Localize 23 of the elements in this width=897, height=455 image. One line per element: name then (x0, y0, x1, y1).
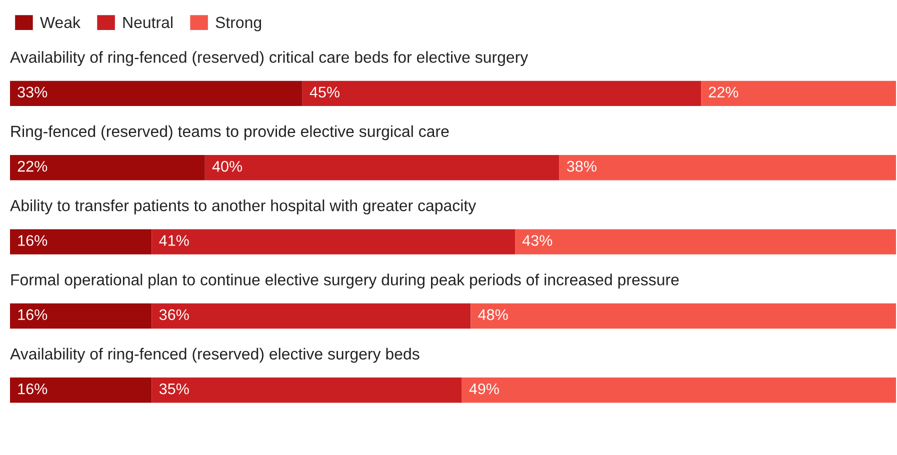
data-label: 36% (159, 309, 189, 320)
data-label: 49% (469, 383, 499, 394)
data-label: 43% (522, 235, 552, 246)
data-label: 41% (159, 235, 189, 246)
data-label: 35% (159, 383, 189, 394)
data-label: 38% (566, 160, 596, 172)
legend-label: Weak (40, 16, 80, 28)
legend-label: Neutral (123, 16, 172, 28)
y-tick-label: Availability of ring-fenced (reserved) elective surgery beds (10, 348, 420, 363)
data-label: 22% (18, 160, 48, 172)
data-label: 16% (18, 309, 48, 320)
legend-label: Strong (216, 16, 262, 32)
y-tick-label: Ability to transfer patients to another hospital with greater capacity (10, 199, 476, 214)
y-tick-label: Formal operational plan to continue elective surgery during peak periods of increased pressure (11, 274, 679, 289)
y-tick-label: Availability of ring-fenced (reserved) critical care beds for elective surgery (10, 51, 528, 66)
data-label: 16% (18, 383, 48, 394)
data-label: 16% (18, 235, 48, 246)
data-label: 45% (310, 86, 340, 98)
y-tick-label: Ring-fenced (reserved) teams to provide elective surgical care (11, 125, 449, 140)
data-label: 33% (18, 86, 48, 98)
data-label: 48% (478, 309, 508, 320)
data-label: 22% (708, 86, 738, 98)
data-label: 40% (212, 160, 242, 172)
